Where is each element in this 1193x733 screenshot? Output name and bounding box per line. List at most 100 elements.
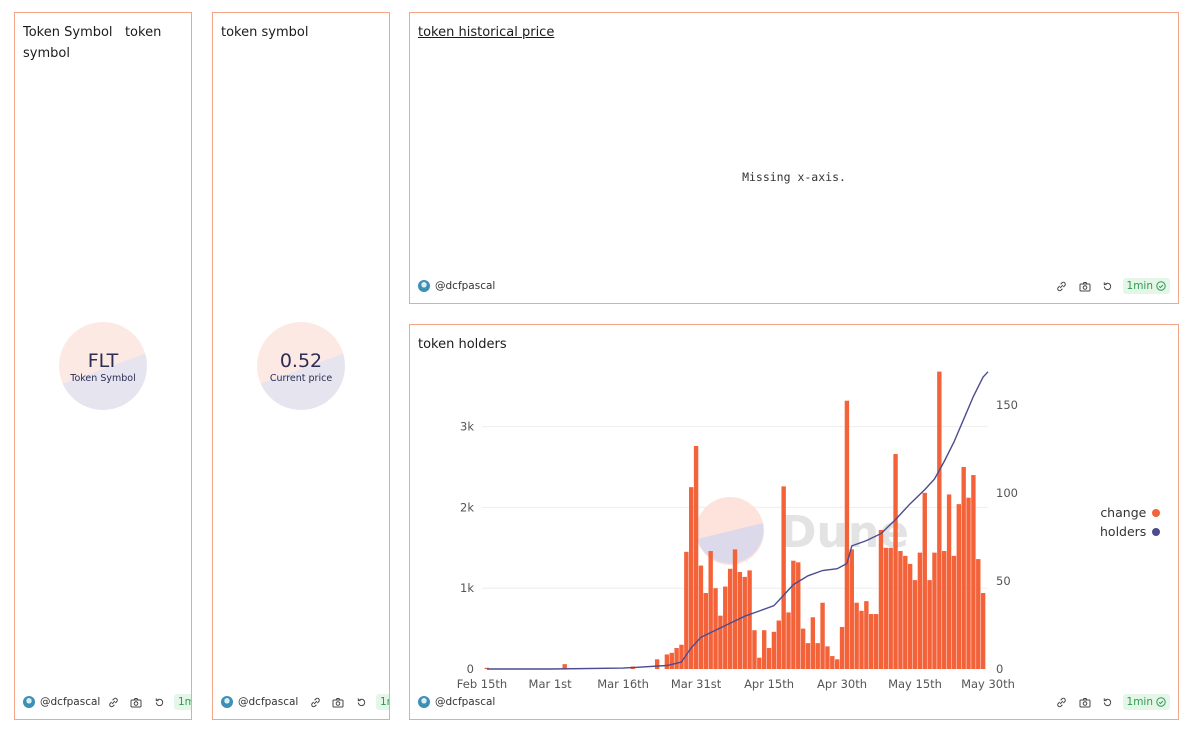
bar-change [674, 647, 679, 669]
refresh-interval-badge: 1min [1122, 278, 1170, 294]
avatar [221, 696, 233, 708]
panel-footer: @dcfpascal 1min [23, 694, 191, 710]
bar-change [834, 659, 840, 669]
bar-change [757, 657, 762, 669]
author-name: @dcfpascal [40, 696, 101, 708]
panel-actions: 1min [105, 694, 191, 710]
camera-icon[interactable] [330, 694, 346, 710]
camera-icon[interactable] [1077, 694, 1093, 710]
avatar [23, 696, 35, 708]
link-icon[interactable] [1054, 278, 1070, 294]
refresh-icon[interactable] [151, 694, 167, 710]
bar-change [903, 555, 908, 669]
bar-change [820, 602, 825, 669]
bar-change [961, 466, 966, 669]
x-tick-label: May 15th [888, 677, 942, 691]
bar-change [562, 664, 567, 669]
panel-actions: 1min [1054, 694, 1170, 710]
bar-change [718, 615, 723, 669]
bar-change [830, 656, 835, 669]
counter-widget: 0.52 Current price [257, 322, 345, 410]
legend-item-holders[interactable]: holders [1100, 522, 1161, 541]
author-link[interactable]: @dcfpascal [418, 694, 495, 710]
refresh-interval-text: 1min [1126, 696, 1153, 708]
refresh-interval-text: 1min [1126, 280, 1153, 292]
bar-change [737, 572, 743, 669]
bar-change [732, 549, 738, 669]
bar-change [951, 555, 957, 669]
legend-item-change[interactable]: change [1100, 503, 1161, 522]
author-link[interactable]: @dcfpascal [23, 694, 100, 710]
bar-change [669, 652, 674, 669]
bar-change [869, 614, 874, 669]
refresh-icon[interactable] [1100, 278, 1116, 294]
author-link[interactable]: @dcfpascal [221, 694, 298, 710]
author-link[interactable]: @dcfpascal [418, 278, 495, 294]
author-name: @dcfpascal [238, 696, 299, 708]
y-left-tick-label: 0 [467, 662, 474, 676]
bar-change [664, 654, 670, 669]
panel-title: Token Symbol token symbol [23, 22, 173, 64]
bar-change [791, 560, 796, 669]
panel-actions: 1min [307, 694, 389, 710]
bar-change [873, 614, 879, 669]
bar-change [912, 580, 918, 669]
bar-change [883, 547, 889, 669]
bar-change [727, 568, 733, 669]
bar-change [942, 551, 947, 669]
camera-icon[interactable] [128, 694, 144, 710]
bar-change [932, 552, 937, 669]
bar-change [771, 631, 777, 669]
bar-change [693, 445, 699, 669]
bar-change [786, 612, 791, 669]
bar-change [484, 667, 490, 669]
link-icon[interactable] [105, 694, 121, 710]
legend-swatch [1152, 527, 1161, 536]
bar-change [839, 626, 845, 669]
token-symbol-panel: Token Symbol token symbol FLT Token Symb… [14, 12, 192, 720]
author-name: @dcfpascal [435, 280, 496, 292]
panel-title: token holders [418, 337, 507, 352]
link-icon[interactable] [307, 694, 323, 710]
camera-icon[interactable] [1077, 278, 1093, 294]
y-right-tick-label: 100 [996, 486, 1018, 500]
x-tick-label: Apr 30th [817, 677, 867, 691]
refresh-interval-text: 1min [380, 696, 389, 708]
bar-change [747, 570, 752, 669]
refresh-interval-text: 1min [178, 696, 191, 708]
bar-change [854, 602, 859, 669]
panel-actions: 1min [1054, 278, 1170, 294]
bar-change [776, 620, 781, 669]
counter-widget: FLT Token Symbol [59, 322, 147, 410]
bar-change [689, 487, 694, 669]
bar-change [946, 494, 952, 669]
line-holders [486, 371, 989, 670]
bar-change [844, 400, 850, 669]
historical-price-panel: token historical price Missing x-axis. @… [409, 12, 1179, 304]
y-right-tick-label: 150 [996, 398, 1018, 412]
bar-change [796, 562, 801, 669]
bar-change [703, 593, 709, 669]
current-price-panel: token symbol 0.52 Current price @dcfpasc… [212, 12, 390, 720]
check-circle-icon [1156, 281, 1166, 291]
bar-change [966, 497, 971, 669]
refresh-icon[interactable] [1100, 694, 1116, 710]
counter-label: Current price [269, 373, 333, 384]
link-icon[interactable] [1054, 694, 1070, 710]
bar-change [849, 549, 854, 669]
bar-change [878, 530, 884, 669]
x-tick-label: May 30th [961, 677, 1015, 691]
bar-change [976, 559, 981, 669]
bar-change [825, 646, 830, 669]
bar-change [917, 552, 923, 669]
panel-footer: @dcfpascal 1min [418, 694, 1170, 710]
y-left-tick-label: 1k [460, 581, 474, 595]
bar-change [723, 586, 728, 669]
x-tick-label: Mar 31st [671, 677, 722, 691]
panel-title-link[interactable]: token historical price [418, 25, 555, 40]
refresh-icon[interactable] [353, 694, 369, 710]
refresh-interval-badge: 1min [174, 694, 191, 710]
chart-error-message: Missing x-axis. [742, 170, 846, 184]
bar-change [888, 547, 893, 669]
bar-change [679, 644, 684, 669]
